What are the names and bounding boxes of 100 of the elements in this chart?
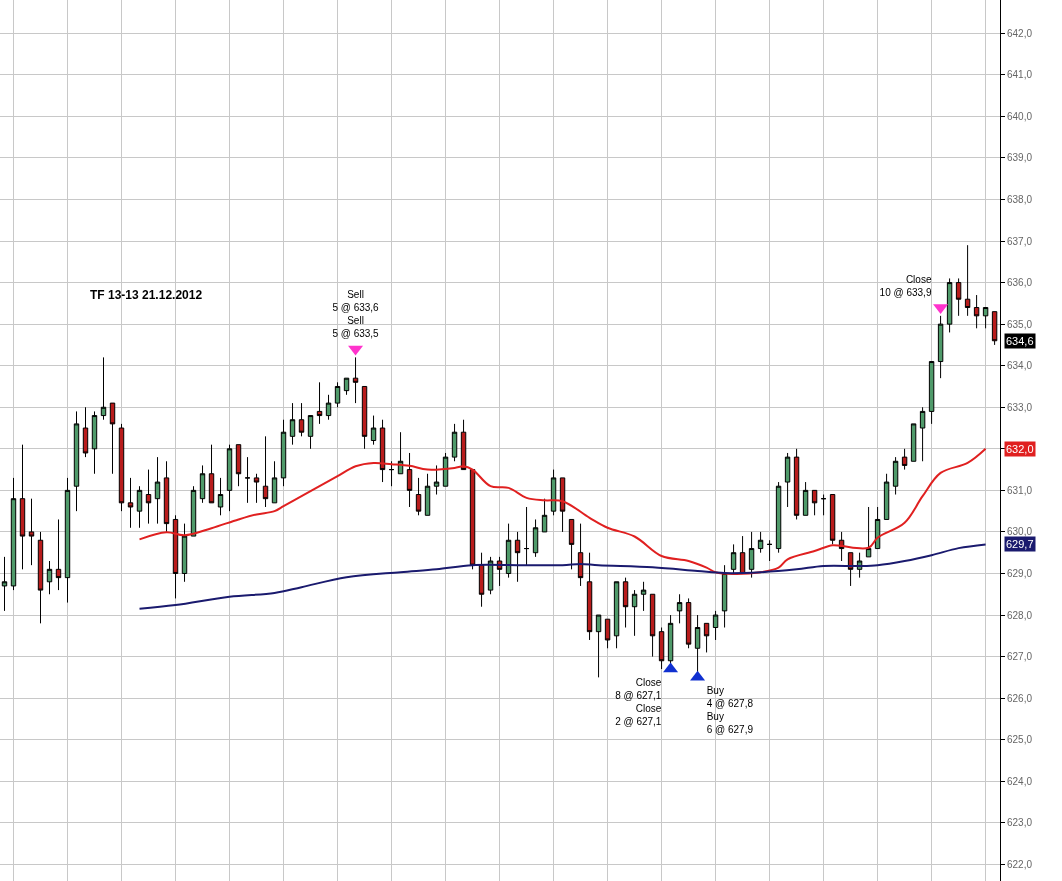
candlestick <box>262 435 269 508</box>
candlestick <box>559 477 566 533</box>
candlestick <box>748 531 755 579</box>
y-tick-label: 631,0 <box>1007 484 1033 496</box>
y-tick-label: 629,0 <box>1007 567 1033 579</box>
y-tick-label: 638,0 <box>1007 193 1033 205</box>
candlestick <box>937 315 944 379</box>
text: 629,7 <box>1006 538 1034 550</box>
y-tick-label: 640,0 <box>1007 110 1033 122</box>
candlestick <box>451 423 458 462</box>
candlestick <box>910 423 917 462</box>
candlestick <box>793 448 800 520</box>
candlestick <box>505 523 512 579</box>
candlestick <box>199 464 206 504</box>
candlestick <box>145 469 152 525</box>
candlestick <box>964 244 971 317</box>
candlestick <box>721 564 728 628</box>
candlestick <box>46 560 53 595</box>
candlestick <box>847 552 854 587</box>
candlestick <box>181 523 188 583</box>
candlestick <box>118 423 125 512</box>
y-tick-label: 630,0 <box>1007 526 1033 538</box>
candlestick <box>514 531 521 583</box>
candlestick <box>883 473 890 520</box>
data-label: Close 10 @ 633,9 <box>879 273 932 298</box>
candlestick <box>703 622 710 653</box>
y-tick-label: 639,0 <box>1007 152 1033 164</box>
y-tick-label: 623,0 <box>1007 817 1033 829</box>
candlestick <box>640 581 647 612</box>
candlestick <box>622 577 629 628</box>
candlestick <box>235 444 242 487</box>
candlestick <box>928 361 935 425</box>
candlestick <box>136 485 143 529</box>
candlestick <box>433 464 440 496</box>
candlestick <box>28 498 35 566</box>
y-tick-label: 642,0 <box>1007 27 1033 39</box>
candlestick <box>19 444 26 570</box>
candlestick <box>10 477 17 591</box>
candlestick <box>487 556 494 595</box>
candlestick <box>766 539 773 562</box>
candlestick <box>892 456 899 496</box>
y-tick-label: 637,0 <box>1007 235 1033 247</box>
text: TF 13-13 21.12.2012 <box>90 288 203 303</box>
candlestick <box>973 294 980 329</box>
y-tick-label: 633,0 <box>1007 401 1033 413</box>
candlestick <box>100 356 107 421</box>
candlestick <box>217 477 224 516</box>
candlestick <box>208 444 215 504</box>
y-tick-label: 636,0 <box>1007 277 1033 289</box>
candlestick <box>739 535 746 574</box>
candlestick <box>820 494 827 516</box>
candlestick <box>784 452 791 508</box>
candlestick <box>919 406 926 462</box>
candlestick <box>361 385 368 450</box>
candlestick <box>406 452 413 508</box>
candlestick <box>352 356 359 404</box>
candlestick <box>586 552 593 641</box>
candlestick <box>676 593 683 624</box>
y-tick-label: 635,0 <box>1007 318 1033 330</box>
candlestick <box>613 581 620 649</box>
candlestick <box>226 444 233 512</box>
y-tick-label: 634,0 <box>1007 360 1033 372</box>
data-label: Buy 4 @ 627,8 Buy 6 @ 627,9 <box>706 684 754 735</box>
candlestick <box>568 518 575 570</box>
candlestick <box>379 419 386 483</box>
candlestick <box>685 597 692 649</box>
candlestick <box>577 523 584 587</box>
y-tick-label: 624,0 <box>1007 775 1033 787</box>
candlestick <box>595 614 602 678</box>
candlestick <box>541 498 548 533</box>
candlestick <box>370 415 377 446</box>
candlestick <box>55 518 62 591</box>
candlestick <box>694 614 701 674</box>
candlestick <box>253 473 260 504</box>
candlestick <box>415 477 422 516</box>
candlestick <box>532 518 539 558</box>
y-tick-label: 625,0 <box>1007 734 1033 746</box>
candlestick <box>280 419 287 487</box>
candlestick <box>307 415 314 450</box>
y-tick-label: 627,0 <box>1007 651 1033 663</box>
y-tick-label: 641,0 <box>1007 69 1033 81</box>
text: 632,0 <box>1006 443 1034 455</box>
y-tick-label: 626,0 <box>1007 692 1033 704</box>
candlestick <box>982 307 989 329</box>
candlestick <box>91 410 98 475</box>
line-series <box>138 447 987 575</box>
candlestick <box>946 277 953 333</box>
candlestick <box>127 477 134 529</box>
candlestick <box>37 531 44 624</box>
candlestick <box>244 456 251 504</box>
candlestick <box>172 514 179 599</box>
candlestick <box>991 311 998 346</box>
y-tick-label: 628,0 <box>1007 609 1033 621</box>
candlestick <box>802 481 809 516</box>
candlestick <box>271 460 278 504</box>
candlestick <box>298 402 305 437</box>
candlestick <box>667 614 674 666</box>
candlestick <box>865 506 872 558</box>
data-label: Close 8 @ 627,1 Close 2 @ 627,1 <box>615 676 662 727</box>
candlestick <box>775 481 782 554</box>
